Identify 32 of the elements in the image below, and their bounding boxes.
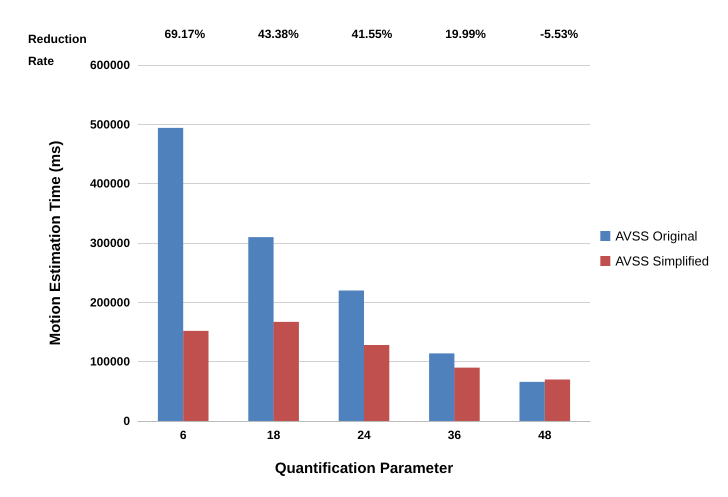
bar xyxy=(158,128,184,421)
text: 19.99% xyxy=(445,27,486,41)
y-tick-label: 0 xyxy=(123,414,130,428)
x-axis-title: Quantification Parameter xyxy=(274,460,454,477)
text: 69.17% xyxy=(164,27,206,41)
x-tick-label: 24 xyxy=(357,428,371,442)
bar xyxy=(183,330,209,421)
y-tick-label: 300000 xyxy=(90,236,130,250)
legend-label: AVSS Original xyxy=(615,228,698,244)
y-tick-label: 200000 xyxy=(90,295,130,310)
text: 43.38% xyxy=(258,27,300,41)
y-tick-label: 400000 xyxy=(90,176,130,191)
x-tick-label: 6 xyxy=(180,428,187,442)
bar xyxy=(429,353,454,421)
legend-label: AVSS Simplified xyxy=(615,254,709,268)
x-tick-label: 18 xyxy=(266,428,281,442)
bar xyxy=(338,290,364,421)
x-tick-label: 48 xyxy=(538,428,552,442)
text: 41.55% xyxy=(352,27,393,41)
y-tick-label: 500000 xyxy=(90,117,130,132)
text: -5.53% xyxy=(540,27,579,41)
y-tick-label: 100000 xyxy=(90,354,130,369)
bar xyxy=(248,237,274,421)
text: Reduction Rate xyxy=(28,32,87,68)
bar xyxy=(274,322,299,421)
bar xyxy=(544,379,570,421)
bar xyxy=(454,368,480,421)
bar xyxy=(364,345,390,421)
x-tick-label: 36 xyxy=(448,428,462,442)
y-axis-title: Motion Estimation Time (ms) xyxy=(47,140,64,346)
y-tick-label: 600000 xyxy=(90,58,130,72)
bar xyxy=(519,382,545,421)
